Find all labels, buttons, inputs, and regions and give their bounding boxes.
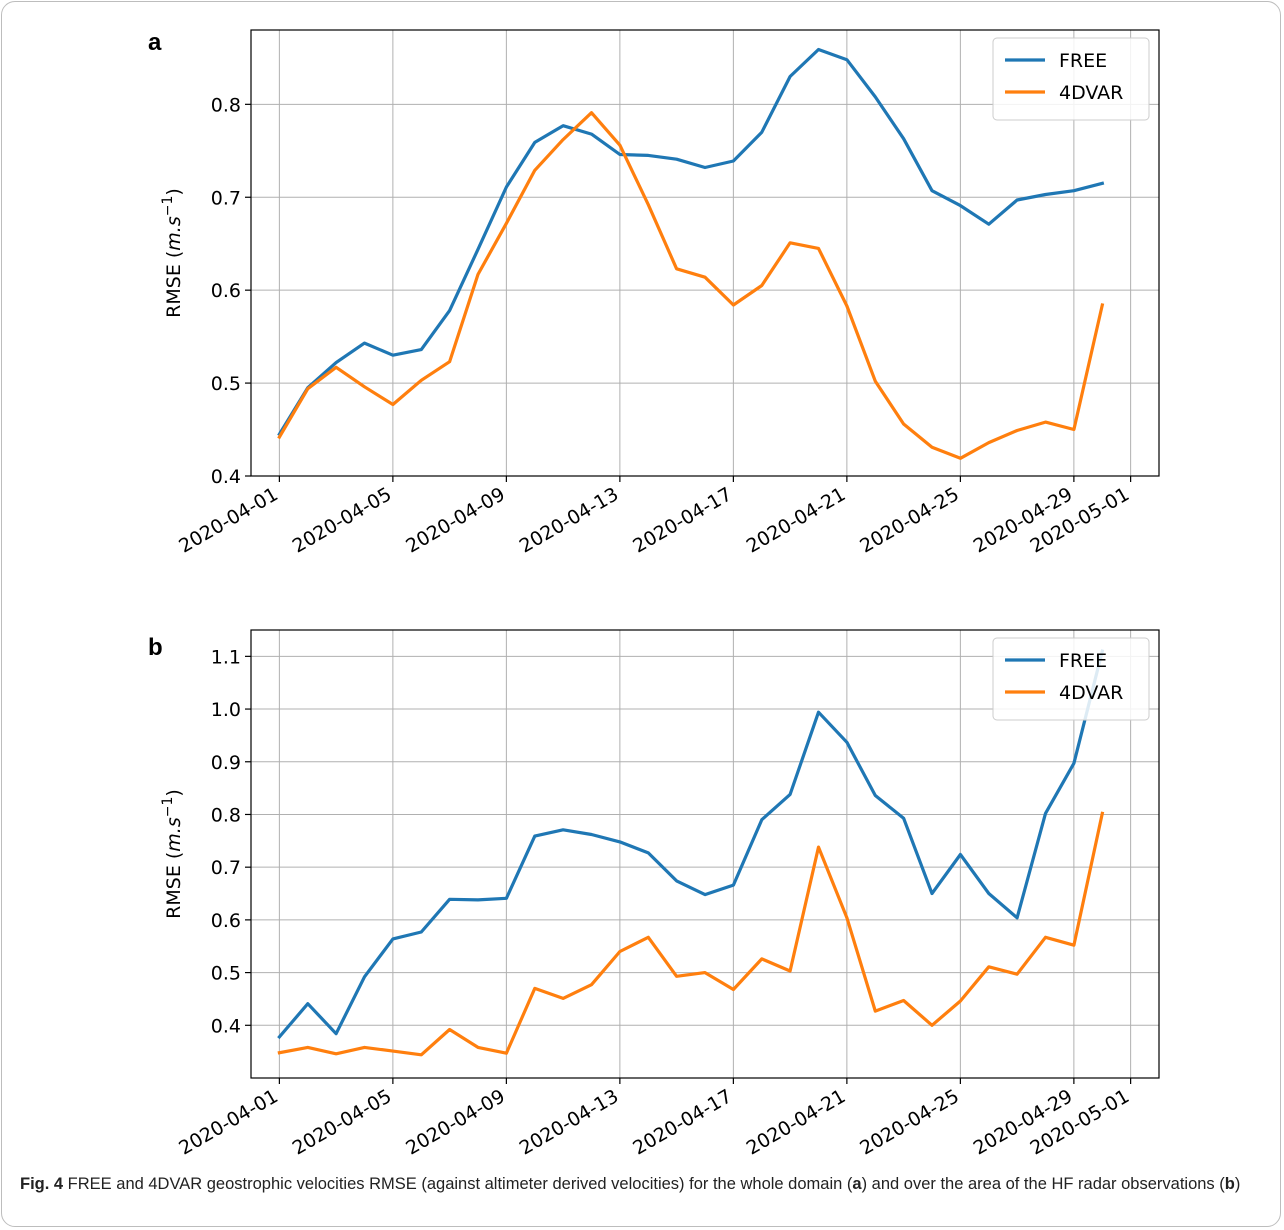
chart-a-panel-label: a (148, 29, 162, 56)
caption-fig-label: Fig. 4 (20, 1175, 64, 1193)
chart-b-series-line-free (277, 649, 1105, 1040)
chart-b-x-tick-label: 2020-04-25 (856, 1085, 963, 1159)
chart-b-x-tick-label: 2020-04-17 (629, 1085, 736, 1159)
chart-b-x-tick-label: 2020-04-21 (743, 1085, 850, 1159)
chart-a-series-line-free (277, 47, 1105, 437)
chart-a-y-tick-label: 0.6 (211, 280, 241, 302)
caption-text-3: ) (1234, 1175, 1241, 1193)
chart-a-legend-label-4dvar: 4DVAR (1059, 82, 1123, 104)
chart-a-x-tick-label: 2020-04-13 (516, 483, 623, 557)
chart-a-plot-area (250, 29, 1160, 477)
chart-a-y-axis-label-suffix: ) (163, 188, 185, 195)
chart-a-y-axis-label-units: m.s (163, 216, 185, 251)
chart-b-y-tick-label: 0.5 (211, 963, 241, 985)
chart-b-y-tick-label: 0.9 (211, 752, 241, 774)
chart-a-legend-label-free: FREE (1059, 50, 1107, 72)
chart-a-y-axis-label-prefix: RMSE ( (163, 251, 185, 318)
chart-b-y-axis-label: RMSE (m.s−1) (160, 789, 185, 919)
caption-panel-b: b (1224, 1175, 1235, 1193)
chart-b-y-tick-label: 1.1 (211, 646, 241, 668)
chart-b-plot-area (250, 629, 1160, 1079)
chart-b-y-tick-label: 0.6 (211, 910, 241, 932)
chart-a-y-tick-label: 0.8 (211, 94, 241, 116)
figure-caption: Fig. 4 FREE and 4DVAR geostrophic veloci… (20, 1173, 1260, 1196)
chart-b-series-line-4dvar (277, 811, 1105, 1057)
chart-a-y-tick-label: 0.5 (211, 373, 241, 395)
chart-a-y-axis-label-exponent: −1 (160, 196, 176, 217)
caption-text-2: ) and over the area of the HF radar obse… (861, 1175, 1225, 1193)
chart-a-y-axis-label: RMSE (m.s−1) (160, 188, 185, 318)
chart-a-series-line-4dvar (277, 111, 1105, 460)
chart-b-x-tick-label: 2020-04-09 (402, 1085, 509, 1159)
chart-a-x-tick-label: 2020-04-05 (289, 483, 396, 557)
chart-b-y-axis-label-prefix: RMSE ( (163, 852, 185, 919)
chart-a-x-tick-label: 2020-04-21 (743, 483, 850, 557)
chart-b-y-tick-label: 1.0 (211, 699, 241, 721)
chart-b-legend-label-4dvar: 4DVAR (1059, 682, 1123, 704)
chart-b-y-axis-label-units: m.s (163, 817, 185, 852)
chart-a-y-tick-label: 0.4 (211, 466, 241, 488)
chart-b-y-tick-label: 0.7 (211, 857, 241, 879)
chart-b-legend-label-free: FREE (1059, 650, 1107, 672)
chart-a-y-tick-label: 0.7 (211, 187, 241, 209)
caption-panel-a: a (852, 1175, 862, 1193)
chart-b-y-tick-label: 0.8 (211, 804, 241, 826)
chart-a-x-tick-label: 2020-04-17 (629, 483, 736, 557)
chart-b-y-axis-label-suffix: ) (163, 789, 185, 796)
chart-b-y-axis-label-exponent: −1 (160, 797, 176, 818)
chart-b-x-tick-label: 2020-04-01 (175, 1085, 282, 1159)
chart-b-x-tick-label: 2020-04-05 (289, 1085, 396, 1159)
chart-a-x-tick-label: 2020-04-09 (402, 483, 509, 557)
chart-a-x-tick-label: 2020-04-01 (175, 483, 282, 557)
chart-b-panel-label: b (148, 634, 163, 661)
chart-b-y-tick-label: 0.4 (211, 1015, 241, 1037)
chart-a-x-tick-label: 2020-04-25 (856, 483, 963, 557)
caption-text-1: FREE and 4DVAR geostrophic velocities RM… (63, 1175, 853, 1193)
chart-b-x-tick-label: 2020-04-13 (516, 1085, 623, 1159)
